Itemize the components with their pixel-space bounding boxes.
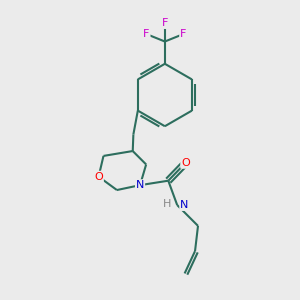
Text: F: F <box>143 29 150 39</box>
Text: H: H <box>163 199 171 208</box>
Text: O: O <box>181 158 190 168</box>
Text: F: F <box>180 29 187 39</box>
Text: N: N <box>180 200 188 210</box>
Text: F: F <box>162 18 168 28</box>
Text: N: N <box>136 180 144 190</box>
Text: O: O <box>94 172 103 182</box>
